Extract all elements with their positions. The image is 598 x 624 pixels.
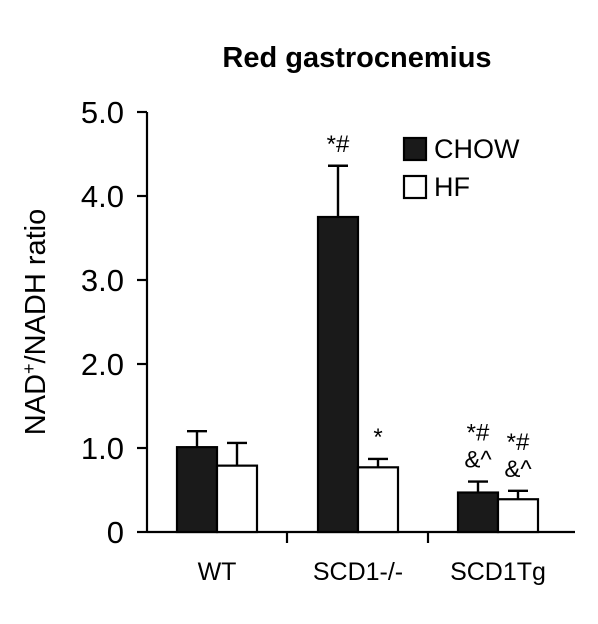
legend: CHOW HF	[402, 134, 520, 202]
y-tick-label: 5.0	[81, 95, 124, 130]
bar-hf-0	[215, 464, 259, 534]
bar-hf-2	[496, 498, 540, 534]
significance-marker: &^	[504, 456, 532, 483]
bars	[175, 215, 540, 534]
significance-marker: *#	[507, 429, 530, 456]
significance-annotations: *#* *#&^*#&^	[327, 131, 533, 483]
legend-swatch-chow	[402, 136, 428, 162]
legend-label-chow: CHOW	[434, 134, 520, 164]
significance-marker: *	[373, 424, 382, 451]
x-ticks: WT SCD1-/- SCD1Tg	[198, 532, 546, 586]
y-axis-label-superscript: +	[19, 363, 39, 374]
bar-chow-1	[316, 215, 360, 534]
y-axis-label-rest: /NADH ratio	[20, 209, 52, 364]
error-bars	[187, 164, 528, 500]
significance-marker: &^	[464, 447, 492, 474]
bar-chow-0	[175, 446, 219, 534]
bar-chow-2	[456, 491, 500, 534]
y-tick-label: 4.0	[81, 179, 124, 214]
y-axis-label-main: NAD	[20, 374, 52, 435]
chart-title: Red gastrocnemius	[222, 42, 491, 74]
x-category-label: SCD1-/-	[313, 558, 403, 586]
significance-marker: *#	[467, 420, 490, 447]
y-tick-label: 1.0	[81, 431, 124, 466]
x-category-label: WT	[198, 558, 237, 586]
y-tick-label: 0	[107, 515, 124, 550]
significance-marker: *#	[327, 131, 350, 158]
y-ticks: 0 1.0 2.0 3.0 4.0 5.0	[81, 95, 147, 550]
y-tick-label: 2.0	[81, 347, 124, 382]
bar-hf-1	[356, 466, 400, 534]
legend-label-hf: HF	[434, 172, 470, 202]
legend-swatch-hf	[402, 174, 428, 200]
y-axis-label: NAD+/NADH ratio	[19, 209, 52, 435]
y-tick-label: 3.0	[81, 263, 124, 298]
x-category-label: SCD1Tg	[450, 558, 546, 586]
